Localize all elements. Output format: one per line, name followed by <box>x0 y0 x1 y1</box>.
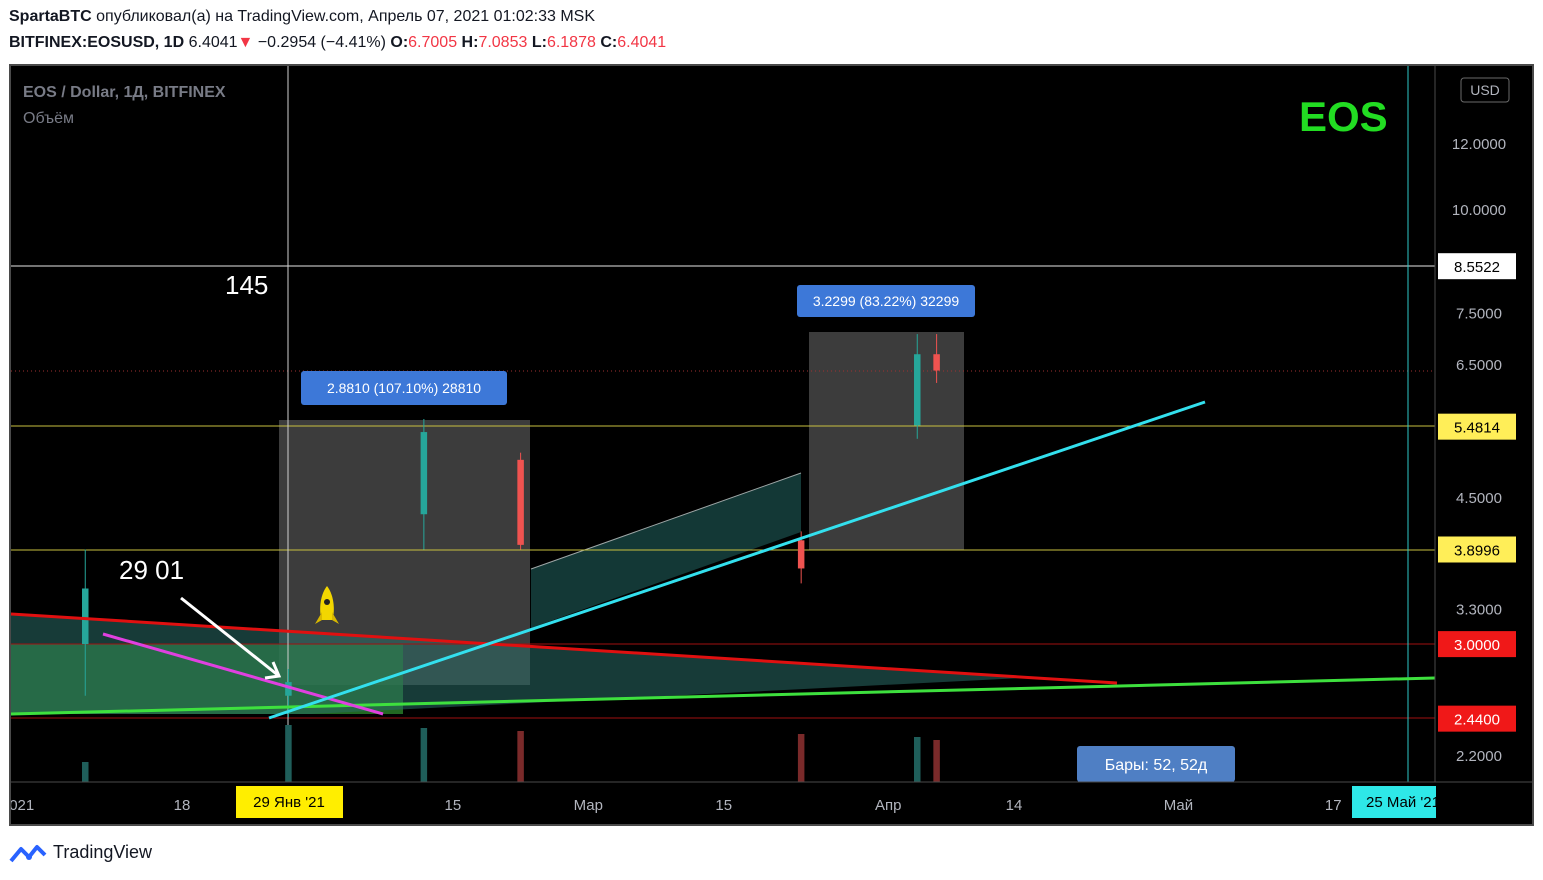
channel-upper-line[interactable] <box>530 472 802 570</box>
price-level-badge[interactable] <box>1438 631 1516 658</box>
price-level-label: 3.0000 <box>1454 637 1500 654</box>
author-name[interactable]: SpartaBTC <box>9 8 92 25</box>
chart-area[interactable]: 2.8810 (107.10%) 28810 3.2299 (83.22%) 3… <box>9 64 1534 826</box>
price-change: −0.2954 (−4.41%) <box>257 34 386 51</box>
measure-box-2[interactable] <box>809 332 964 550</box>
label-29-01: 29 01 <box>119 555 184 585</box>
white-arrow-head <box>264 661 282 680</box>
price-level-label: 2.4400 <box>1454 712 1500 729</box>
open-label: O: <box>390 34 409 51</box>
time-tick-label: Май <box>1164 797 1193 814</box>
price-level-label: 3.8996 <box>1454 542 1500 559</box>
candle-body <box>82 588 89 645</box>
volume-bar <box>517 731 524 782</box>
bars-label-bg <box>1077 746 1235 782</box>
volume-bar <box>914 737 921 782</box>
close-label: C: <box>600 34 618 51</box>
price-tick-label: 3.3000 <box>1456 602 1502 619</box>
measure-label-1-bg <box>301 371 507 405</box>
volume-label: Объём <box>23 110 74 127</box>
time-tick-label: 2021 <box>11 797 34 814</box>
low-value: 6.1878 <box>546 34 596 51</box>
close-value: 6.4041 <box>617 34 667 51</box>
price-tick-label: 12.0000 <box>1452 136 1506 153</box>
price-level-badge[interactable] <box>1438 705 1516 732</box>
tradingview-logo-icon <box>9 844 47 862</box>
candle-body <box>914 354 921 426</box>
time-tick-label: Апр <box>875 797 901 814</box>
time-tick-label: 15 <box>445 797 462 814</box>
time-tick-label: 14 <box>1006 797 1023 814</box>
candle-body <box>420 432 428 515</box>
cyan-trendline[interactable] <box>268 400 1206 720</box>
rocket-icon <box>315 586 339 624</box>
white-arrow-line <box>180 596 280 678</box>
candle-body <box>797 540 805 569</box>
candle-body <box>517 459 524 545</box>
brand-text: TradingView <box>53 842 153 862</box>
measure-label-2-bg <box>797 285 975 317</box>
volume-bar <box>797 734 805 782</box>
last-price: 6.4041 <box>188 34 238 51</box>
time-tick-label: 18 <box>174 797 191 814</box>
teal-triangle-zone[interactable] <box>11 614 1021 714</box>
currency-badge[interactable] <box>1460 77 1510 103</box>
open-value: 6.7005 <box>408 34 458 51</box>
price-tick-label: 2.2000 <box>1456 748 1502 765</box>
symbol-label: BITFINEX:EOSUSD, 1D <box>9 34 185 51</box>
time-tick-label: 17 <box>1325 797 1342 814</box>
time-tick-label: 15 <box>715 797 732 814</box>
bars-label: Бары: 52, 52д <box>1105 757 1208 774</box>
label-145: 145 <box>225 270 268 300</box>
time-axis[interactable]: 2021 18 15 Мар 15 Апр 14 Май 17 29 Янв '21 25 Ма… <box>11 781 1532 818</box>
publish-info: SpartaBTC опубликовал(а) на TradingView.… <box>9 8 595 26</box>
volume-bar <box>933 740 940 782</box>
down-arrow-icon: ▼ <box>237 34 254 51</box>
green-trendline[interactable] <box>11 676 1435 716</box>
volume-bars <box>82 725 940 782</box>
ohlc-line: BITFINEX:EOSUSD, 1D 6.4041▼ −0.2954 (−4.… <box>9 34 666 52</box>
volume-bar <box>285 725 292 782</box>
candles <box>82 334 940 718</box>
price-axis[interactable]: 12.0000 10.0000 7.5000 6.5000 4.5000 3.3000 2.… <box>1434 66 1516 782</box>
footer-brand[interactable]: TradingView <box>9 842 152 863</box>
price-tick-label: 7.5000 <box>1456 306 1502 323</box>
price-level-label: 5.4814 <box>1454 420 1500 437</box>
price-level-label: 8.5522 <box>1454 259 1500 276</box>
low-label: L: <box>531 34 547 51</box>
end-date-badge <box>1352 786 1436 818</box>
candle-body <box>285 682 292 696</box>
price-level-badge[interactable] <box>1438 253 1516 280</box>
time-tick-label: Мар <box>574 797 603 814</box>
measure-label-1: 2.8810 (107.10%) 28810 <box>327 380 481 396</box>
cursor-date-badge <box>236 786 343 818</box>
price-tick-label: 6.5000 <box>1456 357 1502 374</box>
red-trendline[interactable] <box>11 612 1118 685</box>
currency-label[interactable]: USD <box>1470 82 1500 98</box>
candle-body <box>933 354 940 371</box>
eos-big-label: EOS <box>1299 93 1388 140</box>
volume-bar <box>420 728 428 782</box>
measure-label-2: 3.2299 (83.22%) 32299 <box>813 293 960 309</box>
chart-title: EOS / Dollar, 1Д, BITFINEX <box>23 84 226 101</box>
price-level-badge[interactable] <box>1438 413 1516 440</box>
publish-text: опубликовал(а) на TradingView.com, Апрел… <box>96 8 595 25</box>
price-level-badge[interactable] <box>1438 536 1516 563</box>
price-tick-label: 4.5000 <box>1456 490 1502 507</box>
end-date-label: 25 Май '21 <box>1366 794 1440 811</box>
chart-svg[interactable]: 2.8810 (107.10%) 28810 3.2299 (83.22%) 3… <box>11 66 1532 824</box>
price-tick-label: 10.0000 <box>1452 202 1506 219</box>
high-label: H: <box>461 34 479 51</box>
volume-bar <box>82 762 89 782</box>
cursor-date-label: 29 Янв '21 <box>253 794 325 811</box>
high-value: 7.0853 <box>478 34 528 51</box>
magenta-trendline[interactable] <box>102 632 384 716</box>
